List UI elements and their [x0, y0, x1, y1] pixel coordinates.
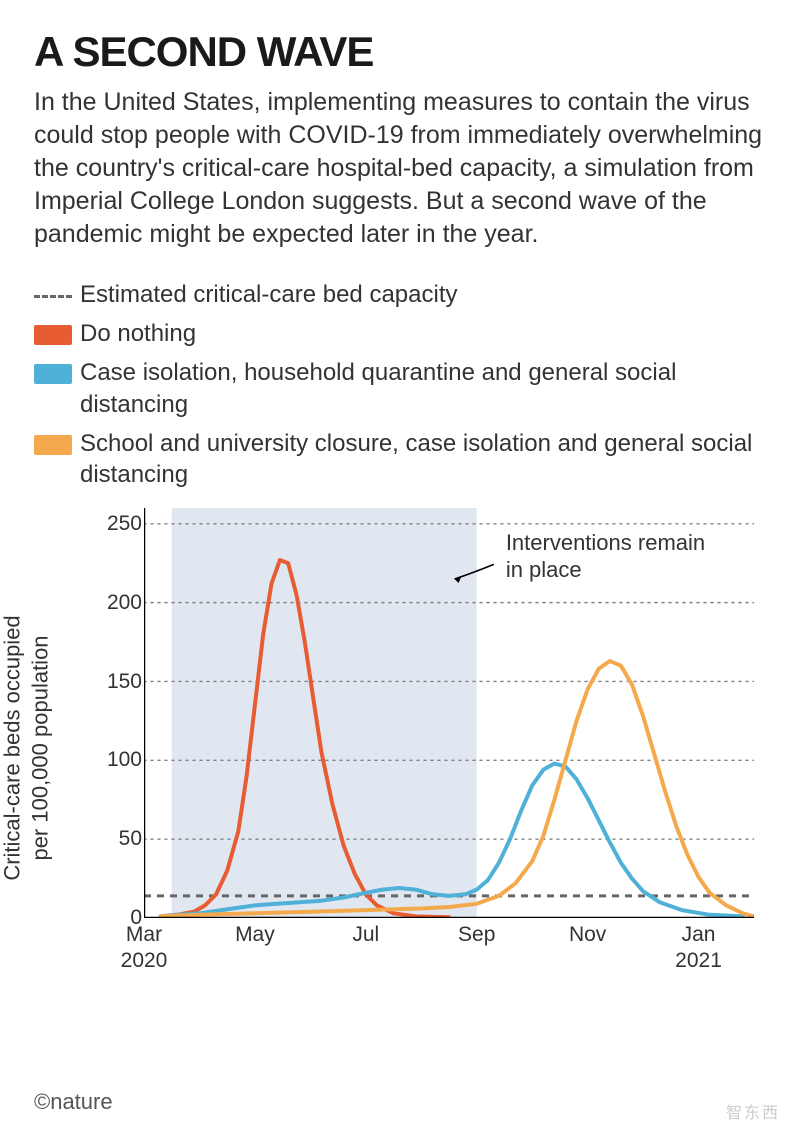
- x-tick-label: Jul: [352, 922, 379, 948]
- y-tick-label: 200: [94, 591, 142, 615]
- y-tick-label: 150: [94, 670, 142, 694]
- legend-label: Case isolation, household quarantine and…: [80, 357, 766, 419]
- x-tick-label: Sep: [458, 922, 495, 948]
- watermark-text: 智东西: [726, 1099, 780, 1123]
- chart-subtitle: In the United States, implementing measu…: [34, 86, 766, 251]
- legend-swatch: [34, 325, 72, 345]
- x-tick-label: Mar2020: [121, 922, 168, 975]
- credit-text: ©nature: [34, 1089, 113, 1115]
- y-axis-label: Critical-care beds occupiedper 100,000 p…: [0, 548, 54, 948]
- annotation-line: Interventions remain: [506, 529, 705, 557]
- x-axis-ticks: Mar2020MayJulSepNovJan2021: [144, 922, 754, 982]
- x-tick-label: Jan2021: [675, 922, 722, 975]
- y-tick-label: 250: [94, 512, 142, 536]
- legend-label: Do nothing: [80, 318, 196, 349]
- chart-title: A SECOND WAVE: [34, 28, 766, 76]
- legend-item: Estimated critical-care bed capacity: [34, 279, 766, 310]
- legend-swatch-dash: [34, 286, 72, 306]
- y-axis-label-line: per 100,000 population: [26, 548, 54, 948]
- legend-item: Do nothing: [34, 318, 766, 349]
- legend: Estimated critical-care bed capacity Do n…: [34, 279, 766, 490]
- y-axis-ticks: 050100150200250: [94, 508, 142, 918]
- y-tick-label: 50: [94, 827, 142, 851]
- legend-item: School and university closure, case isol…: [34, 428, 766, 490]
- annotation-line: in place: [506, 556, 705, 584]
- legend-label: Estimated critical-care bed capacity: [80, 279, 457, 310]
- plot: Interventions remainin place: [144, 508, 754, 918]
- annotation-label: Interventions remainin place: [506, 529, 705, 584]
- y-tick-label: 100: [94, 748, 142, 772]
- legend-swatch: [34, 364, 72, 384]
- legend-swatch: [34, 435, 72, 455]
- legend-label: School and university closure, case isol…: [80, 428, 766, 490]
- legend-item: Case isolation, household quarantine and…: [34, 357, 766, 419]
- x-tick-label: Nov: [569, 922, 606, 948]
- chart-area: Critical-care beds occupiedper 100,000 p…: [34, 508, 754, 988]
- x-tick-label: May: [235, 922, 275, 948]
- y-axis-label-line: Critical-care beds occupied: [0, 548, 26, 948]
